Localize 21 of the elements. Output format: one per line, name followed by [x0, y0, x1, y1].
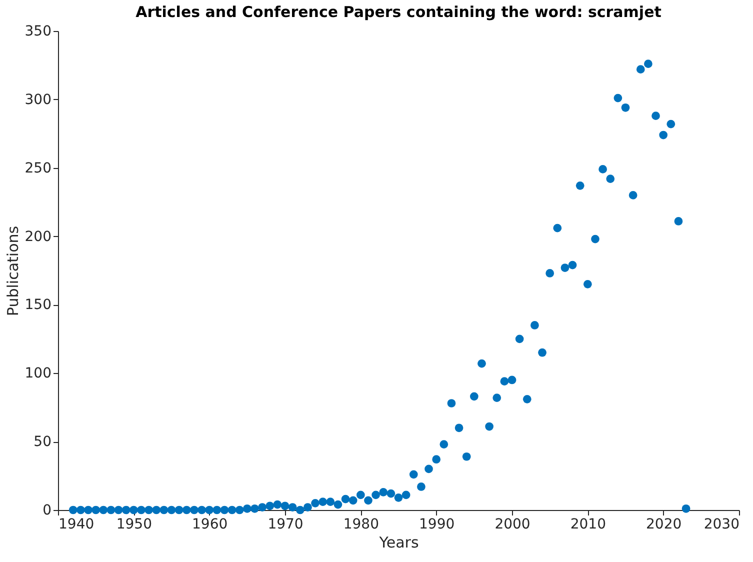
- y-tick-label: 350: [24, 24, 52, 40]
- x-tick-label: 2030: [704, 516, 740, 532]
- y-tick-label: 300: [24, 92, 52, 108]
- x-axis-title: Years: [378, 534, 419, 552]
- y-tick-label: 100: [24, 366, 52, 382]
- x-tick-label: 1980: [343, 516, 379, 532]
- x-tick-label: 1970: [268, 516, 304, 532]
- y-tick-label: 0: [42, 502, 52, 518]
- x-tick-label: 1960: [192, 516, 228, 532]
- x-tick-label: 1990: [419, 516, 455, 532]
- y-axis-title: Publications: [4, 226, 22, 316]
- chart-title: Articles and Conference Papers containing the word: scramjet: [136, 3, 662, 21]
- y-tick-label: 250: [24, 160, 52, 176]
- x-tick-label: 2000: [494, 516, 530, 532]
- y-tick-label: 150: [24, 297, 52, 314]
- x-tick-label: 2020: [646, 516, 682, 532]
- y-tick-label: 50: [34, 434, 52, 450]
- x-tick-label: 1950: [116, 516, 152, 532]
- x-tick-label: 2010: [570, 516, 606, 532]
- y-tick-label: 200: [24, 228, 52, 245]
- x-tick-label: 1940: [58, 516, 94, 532]
